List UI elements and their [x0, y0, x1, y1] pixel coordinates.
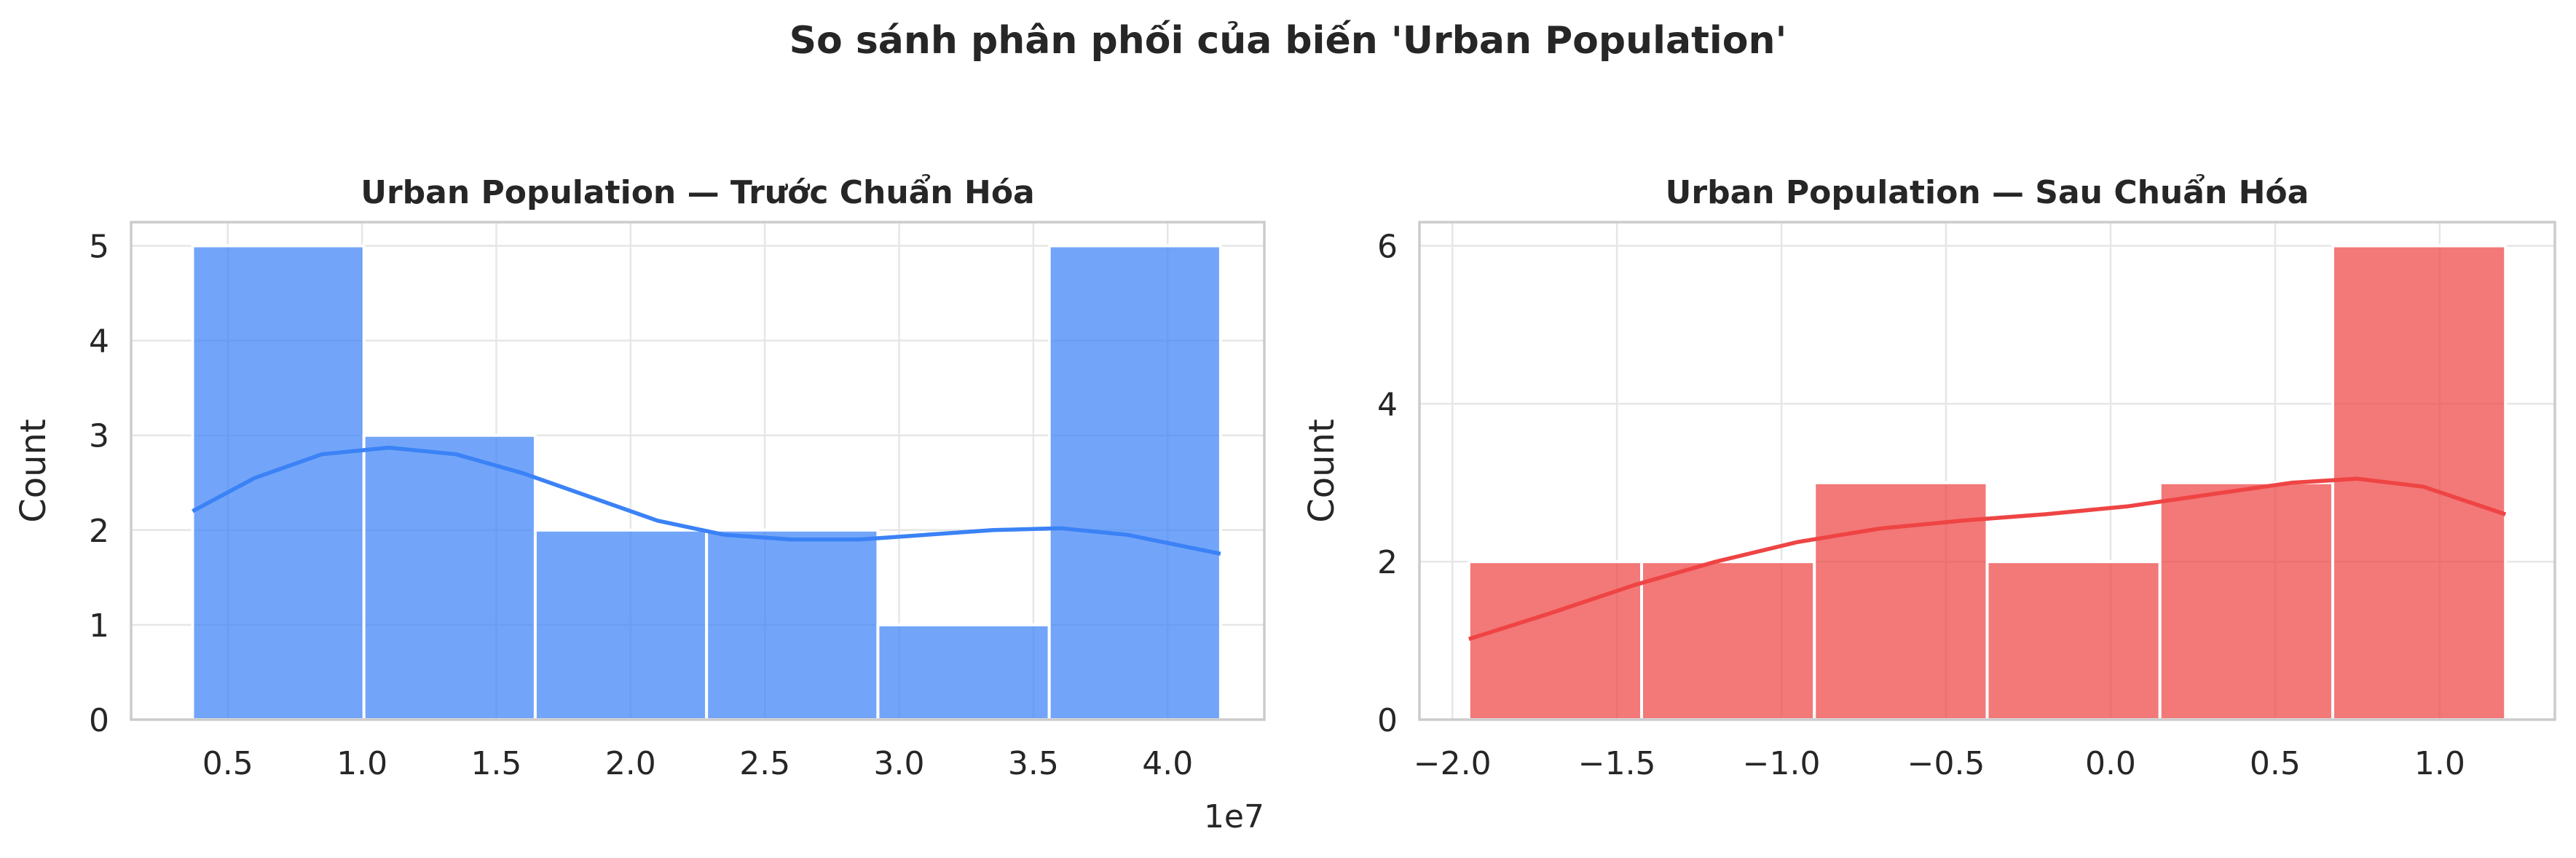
axes-frame — [130, 221, 1266, 721]
y-tick-label: 2 — [89, 513, 109, 550]
kde-line — [192, 445, 1221, 556]
kde-line — [1468, 476, 2507, 642]
histogram-bar — [2158, 481, 2334, 721]
axes-title: Urban Population — Sau Chuẩn Hóa — [1666, 173, 2309, 211]
x-tick-label: −2.0 — [1414, 745, 1492, 782]
histogram-bar — [1985, 560, 2162, 722]
y-tick-label: 0 — [1377, 702, 1398, 739]
x-tick-label: 0.0 — [2085, 745, 2136, 782]
x-tick-label: 3.5 — [1008, 745, 1059, 782]
y-axis-label: Count — [13, 419, 54, 523]
figure-title: So sánh phân phối của biến 'Urban Popula… — [789, 19, 1787, 63]
x-tick-label: 4.0 — [1142, 745, 1193, 782]
y-tick-label: 5 — [89, 229, 109, 266]
histogram-bar — [362, 433, 537, 721]
histogram-bar — [533, 528, 709, 721]
x-tick-label: 1.0 — [336, 745, 387, 782]
y-tick-label: 4 — [89, 323, 109, 361]
y-tick-label: 1 — [89, 607, 109, 645]
axes-title: Urban Population — Trước Chuẩn Hóa — [361, 173, 1034, 211]
y-axis-label: Count — [1301, 419, 1342, 523]
x-offset-label: 1e7 — [1204, 798, 1264, 835]
histogram-bar — [705, 528, 880, 721]
histogram-bar — [1047, 244, 1222, 721]
histogram-bar — [876, 623, 1051, 722]
histogram-bar — [1640, 560, 1816, 722]
y-tick-label: 0 — [89, 702, 109, 739]
y-tick-label: 6 — [1377, 229, 1398, 266]
x-tick-label: −0.5 — [1907, 745, 1985, 782]
y-tick-label: 3 — [89, 418, 109, 455]
x-tick-label: −1.5 — [1578, 745, 1656, 782]
histogram-bar — [2331, 244, 2508, 721]
x-tick-label: 1.5 — [470, 745, 521, 782]
x-tick-label: 0.5 — [202, 745, 253, 782]
axes-frame — [1418, 221, 2556, 721]
x-tick-label: −1.0 — [1743, 745, 1821, 782]
x-tick-label: 2.5 — [739, 745, 790, 782]
x-tick-label: 1.0 — [2414, 745, 2465, 782]
x-tick-label: 2.0 — [605, 745, 656, 782]
histogram-bar — [1467, 560, 1644, 722]
histogram-bar — [1813, 481, 1989, 721]
y-tick-label: 2 — [1377, 544, 1398, 581]
chart-panel-2: −2.0 −1.5 −1.0 −0.5 0.0 0.5 1.0 0 2 4 6 Urban Popul… — [1301, 173, 2556, 782]
histogram-bar — [191, 244, 366, 721]
x-tick-label: 0.5 — [2250, 745, 2301, 782]
y-tick-label: 4 — [1377, 386, 1398, 423]
x-tick-label: 3.0 — [874, 745, 925, 782]
chart-panel-1: 0.5 1.0 1.5 2.0 2.5 3.0 3.5 4.0 0 1 2 3 4 5 Urban Popu… — [13, 173, 1266, 835]
